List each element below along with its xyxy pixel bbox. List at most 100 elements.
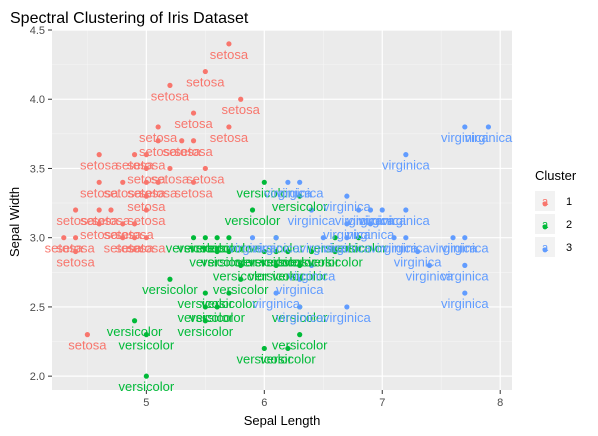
x-axis: 5 6 7 8: [143, 390, 503, 409]
data-label: virginica: [382, 158, 430, 173]
data-point: [273, 262, 279, 268]
data-label: setosa: [139, 130, 178, 145]
data-point: [143, 207, 149, 213]
data-label: virginica: [347, 227, 395, 242]
data-point: [226, 124, 232, 130]
data-label: virginica: [323, 310, 371, 325]
data-label: virginica: [323, 227, 371, 242]
data-point: [226, 248, 232, 255]
data-label: virginica: [347, 213, 395, 228]
data-label: virginica: [441, 241, 489, 256]
data-point: [167, 276, 173, 282]
data-label: versicolor: [189, 255, 245, 270]
data-point: [226, 290, 232, 296]
data-point: [179, 138, 185, 144]
legend-key-bg: [535, 191, 555, 211]
data-point: [308, 248, 315, 255]
data-label: versicolor: [107, 324, 163, 339]
data-point: [96, 179, 102, 185]
data-label: setosa: [104, 227, 143, 242]
data-label: versicolor: [142, 282, 198, 297]
legend-key-point: [542, 201, 548, 207]
data-point: [332, 248, 338, 255]
data-point: [332, 235, 338, 241]
y-tick-label: 3.0: [30, 233, 45, 245]
data-point: [143, 373, 149, 379]
data-point: [485, 124, 492, 130]
data-point: [143, 193, 149, 199]
data-point: [84, 332, 90, 338]
data-point: [462, 290, 468, 296]
data-point: [131, 318, 138, 324]
data-point: [96, 207, 102, 213]
data-point: [273, 235, 279, 241]
data-label: versicolor: [260, 351, 316, 366]
data-label: versicolor: [201, 241, 257, 256]
data-point: [72, 207, 79, 213]
data-label: versicolor: [272, 268, 328, 283]
data-label: versicolor: [201, 255, 257, 270]
data-label: virginica: [229, 241, 277, 256]
data-label: setosa: [174, 185, 213, 200]
data-point: [238, 96, 244, 102]
data-point: [261, 345, 267, 352]
data-point: [131, 221, 138, 227]
data-label: setosa: [127, 199, 166, 214]
data-point: [344, 193, 350, 199]
data-label: setosa: [174, 116, 213, 131]
data-label: versicolor: [189, 241, 245, 256]
y-tick-label: 2.0: [30, 371, 45, 383]
data-label: virginica: [276, 310, 324, 325]
y-tick-label: 2.5: [30, 302, 45, 314]
data-point: [297, 304, 303, 310]
data-label: setosa: [104, 241, 143, 256]
data-label: setosa: [127, 213, 166, 228]
data-label: setosa: [56, 213, 95, 228]
data-label: virginica: [299, 241, 347, 256]
data-point: [96, 152, 102, 158]
data-point: [143, 235, 149, 241]
data-label: virginica: [382, 241, 430, 256]
data-label: versicolor: [213, 268, 269, 283]
data-point: [202, 290, 208, 296]
plot-panel: [52, 30, 512, 390]
data-point: [426, 262, 433, 268]
data-label: setosa: [151, 171, 190, 186]
data-label: setosa: [45, 241, 84, 256]
legend-label: 1: [566, 196, 572, 208]
x-tick-label: 5: [143, 397, 149, 409]
data-label: setosa: [80, 227, 119, 242]
x-tick-label: 8: [497, 397, 503, 409]
data-label: setosa: [92, 213, 131, 228]
legend-label: 2: [566, 219, 572, 231]
data-label: setosa: [127, 185, 166, 200]
data-label: versicolor: [178, 324, 234, 339]
x-tick-label: 7: [379, 397, 385, 409]
data-point: [462, 124, 468, 130]
legend-key-point: [542, 224, 548, 230]
data-label: setosa: [222, 102, 261, 117]
data-label: versicolor: [248, 268, 304, 283]
data-point: [391, 235, 397, 241]
x-axis-title: Sepal Length: [244, 413, 321, 428]
data-label: setosa: [80, 185, 119, 200]
x-tick-label: 6: [261, 397, 267, 409]
data-label: virginica: [441, 296, 489, 311]
data-label: virginica: [382, 213, 430, 228]
data-point: [190, 235, 197, 241]
data-label: setosa: [127, 171, 166, 186]
data-point: [462, 262, 468, 268]
data-point: [72, 235, 79, 241]
data-point: [155, 179, 161, 185]
data-label: versicolor: [284, 255, 340, 270]
data-label: versicolor: [119, 379, 175, 394]
data-point: [367, 221, 374, 227]
y-tick-label: 4.5: [30, 25, 45, 37]
data-label: versicolor: [225, 213, 281, 228]
data-point: [297, 179, 303, 185]
data-point: [285, 179, 291, 185]
data-point: [202, 68, 208, 75]
data-point: [273, 290, 279, 296]
